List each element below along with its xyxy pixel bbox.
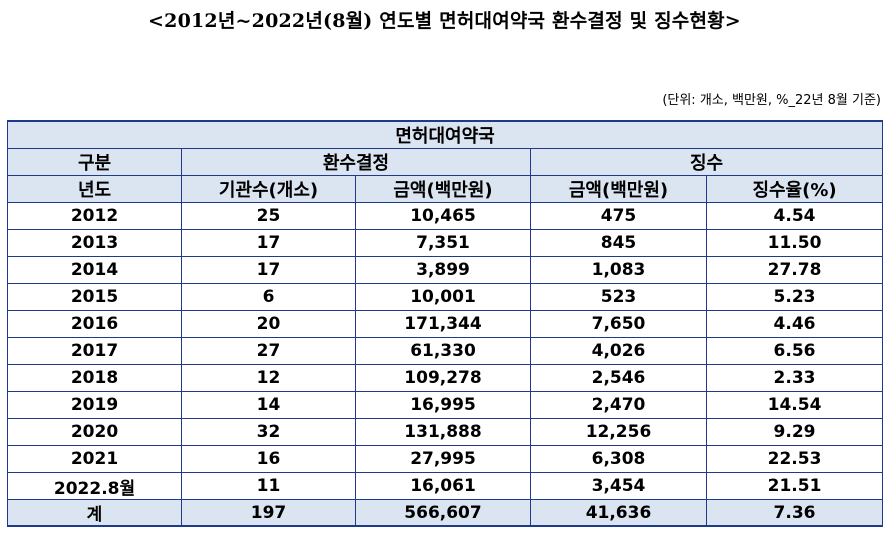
collection-group-header: 징수 (529, 148, 884, 176)
rate-cell: 9.29 (705, 418, 884, 446)
recovery-amount-cell: 27,995 (355, 445, 531, 473)
table-row: 2016 20 171,344 7,650 4.46 (7, 310, 884, 338)
collected-amount-cell: 12,256 (530, 418, 707, 446)
rate-cell: 4.46 (705, 310, 884, 338)
year-cell: 2012 (7, 202, 182, 230)
count-cell: 27 (181, 337, 356, 365)
column-header-collected-amount: 금액(백만원) (530, 175, 707, 203)
stats-table-body: 면허대여약국 구분 환수결정 징수 년도 기관수(개소) 금액(백만원) 금액(… (6, 120, 884, 527)
count-cell: 16 (181, 445, 356, 473)
rate-cell: 2.33 (705, 364, 884, 392)
recovery-amount-cell: 10,001 (355, 283, 531, 311)
table-row: 2019 14 16,995 2,470 14.54 (7, 391, 884, 419)
rate-cell: 14.54 (705, 391, 884, 419)
unit-note: (단위: 개소, 백만원, %_22년 8월 기준) (662, 93, 881, 108)
rate-cell: 5.23 (705, 283, 884, 311)
count-cell: 12 (181, 364, 356, 392)
collected-amount-cell: 523 (530, 283, 707, 311)
year-cell: 2015 (7, 283, 182, 311)
year-cell: 2020 (7, 418, 182, 446)
collected-amount-cell: 2,470 (530, 391, 707, 419)
collected-amount-cell: 6,308 (530, 445, 707, 473)
rate-cell: 21.51 (705, 472, 884, 500)
recovery-amount-cell: 61,330 (355, 337, 531, 365)
collected-amount-cell: 4,026 (530, 337, 707, 365)
total-count-cell: 197 (181, 499, 356, 527)
column-header-recovery-amount: 금액(백만원) (355, 175, 531, 203)
rate-cell: 27.78 (705, 256, 884, 284)
count-cell: 25 (181, 202, 356, 230)
row-header-bottom-cell: 년도 (7, 175, 182, 203)
collected-amount-cell: 1,083 (530, 256, 707, 284)
count-cell: 17 (181, 256, 356, 284)
column-header-rate: 징수율(%) (705, 175, 884, 203)
year-cell: 2017 (7, 337, 182, 365)
count-cell: 11 (181, 472, 356, 500)
total-row: 계 197 566,607 41,636 7.36 (7, 499, 884, 527)
total-recovery-amount-cell: 566,607 (355, 499, 531, 527)
recovery-amount-cell: 109,278 (355, 364, 531, 392)
total-collected-amount-cell: 41,636 (530, 499, 707, 527)
group-title-cell: 면허대여약국 (6, 120, 884, 149)
rate-cell: 4.54 (705, 202, 884, 230)
recovery-group-header: 환수결정 (181, 148, 531, 176)
rate-cell: 22.53 (705, 445, 884, 473)
page-title: <2012년~2022년(8월) 연도별 면허대여약국 환수결정 및 징수현황> (148, 10, 741, 32)
table-row: 2018 12 109,278 2,546 2.33 (7, 364, 884, 392)
count-cell: 32 (181, 418, 356, 446)
year-cell: 2013 (7, 229, 182, 257)
table-row: 2013 17 7,351 845 11.50 (7, 229, 884, 257)
recovery-amount-cell: 131,888 (355, 418, 531, 446)
recovery-amount-cell: 16,995 (355, 391, 531, 419)
table-row: 2015 6 10,001 523 5.23 (7, 283, 884, 311)
rate-cell: 11.50 (705, 229, 884, 257)
collected-amount-cell: 845 (530, 229, 707, 257)
year-cell: 2016 (7, 310, 182, 338)
recovery-amount-cell: 3,899 (355, 256, 531, 284)
table-row: 2017 27 61,330 4,026 6.56 (7, 337, 884, 365)
table-row: 2020 32 131,888 12,256 9.29 (7, 418, 884, 446)
total-label-cell: 계 (7, 499, 182, 527)
collected-amount-cell: 3,454 (530, 472, 707, 500)
table-row: 2014 17 3,899 1,083 27.78 (7, 256, 884, 284)
recovery-amount-cell: 171,344 (355, 310, 531, 338)
year-cell: 2018 (7, 364, 182, 392)
year-cell: 2021 (7, 445, 182, 473)
collected-amount-cell: 2,546 (530, 364, 707, 392)
total-rate-cell: 7.36 (705, 499, 884, 527)
count-cell: 20 (181, 310, 356, 338)
count-cell: 17 (181, 229, 356, 257)
recovery-amount-cell: 10,465 (355, 202, 531, 230)
year-cell: 2022.8월 (7, 472, 182, 500)
collected-amount-cell: 475 (530, 202, 707, 230)
count-cell: 14 (181, 391, 356, 419)
year-cell: 2014 (7, 256, 182, 284)
stats-table: 면허대여약국 구분 환수결정 징수 년도 기관수(개소) 금액(백만원) 금액(… (6, 120, 884, 527)
column-header-count: 기관수(개소) (181, 175, 356, 203)
rate-cell: 6.56 (705, 337, 884, 365)
table-row: 2021 16 27,995 6,308 22.53 (7, 445, 884, 473)
table-row: 2012 25 10,465 475 4.54 (7, 202, 884, 230)
collected-amount-cell: 7,650 (530, 310, 707, 338)
row-header-top-cell: 구분 (7, 148, 182, 176)
recovery-amount-cell: 7,351 (355, 229, 531, 257)
count-cell: 6 (181, 283, 356, 311)
recovery-amount-cell: 16,061 (355, 472, 531, 500)
year-cell: 2019 (7, 391, 182, 419)
table-row: 2022.8월 11 16,061 3,454 21.51 (7, 472, 884, 500)
